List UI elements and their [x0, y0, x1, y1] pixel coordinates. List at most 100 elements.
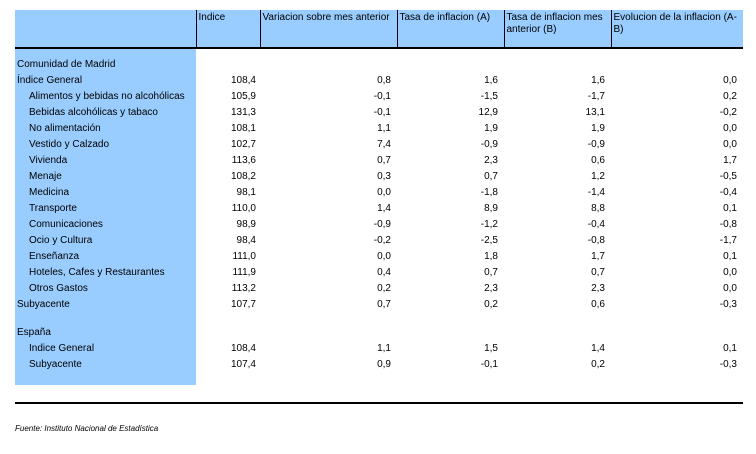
cell-tasa-a: -1,8: [480, 187, 498, 198]
cell-variacion: 7,4: [377, 139, 391, 150]
cell-evolucion: -0,4: [719, 187, 737, 198]
header-evolucion: Evolucion de la inflacion (A-B): [611, 10, 743, 49]
cell-indice: 108,4: [230, 75, 256, 86]
row-label: Alimentos y bebidas no alcohólicas: [15, 89, 196, 105]
row-label: Subyacente: [15, 357, 196, 373]
cell-indice: 98,9: [236, 219, 256, 230]
header-tasa-a: Tasa de inflacion (A): [397, 10, 505, 49]
table-row: Otros Gastos 113,2 0,2 2,3 2,3 0,0: [15, 281, 743, 297]
row-label: Medicina: [15, 185, 196, 201]
cell-evolucion: 0,0: [723, 283, 737, 294]
inflation-table-container: Indice Variacion sobre mes anterior Tasa…: [15, 10, 743, 385]
cell-variacion: 1,1: [377, 343, 391, 354]
bottom-rule: [15, 402, 743, 404]
cell-tasa-a: -2,5: [480, 235, 498, 246]
cell-variacion: -0,2: [373, 235, 391, 246]
cell-evolucion: -1,7: [719, 235, 737, 246]
cell-tasa-b: -1,7: [587, 91, 605, 102]
cell-tasa-a: 0,2: [484, 299, 498, 310]
cell-tasa-b: -1,4: [587, 187, 605, 198]
header-row: Indice Variacion sobre mes anterior Tasa…: [15, 10, 743, 49]
cell-indice: 102,7: [230, 139, 256, 150]
table-row: Transporte 110,0 1,4 8,9 8,8 0,1: [15, 201, 743, 217]
table-row: Vestido y Calzado 102,7 7,4 -0,9 -0,9 0,0: [15, 137, 743, 153]
cell-tasa-b: -0,9: [587, 139, 605, 150]
table-row: Subyacente 107,4 0,9 -0,1 0,2 -0,3: [15, 357, 743, 373]
cell-tasa-a: 1,8: [484, 251, 498, 262]
header-blank: [15, 10, 197, 49]
cell-variacion: 0,7: [377, 155, 391, 166]
cell-tasa-b: 8,8: [591, 203, 605, 214]
cell-variacion: 0,8: [377, 75, 391, 86]
cell-indice: 108,4: [230, 343, 256, 354]
row-label: Comunicaciones: [15, 217, 196, 233]
cell-indice: 113,6: [231, 155, 256, 166]
cell-indice: 105,9: [230, 91, 256, 102]
row-label: Hoteles, Cafes y Restaurantes: [15, 265, 196, 281]
table-row: Medicina 98,1 0,0 -1,8 -1,4 -0,4: [15, 185, 743, 201]
cell-tasa-b: 1,9: [591, 123, 605, 134]
row-label: Ocio y Cultura: [15, 233, 196, 249]
table-row: Indice General 108,4 1,1 1,5 1,4 0,1: [15, 341, 743, 357]
cell-tasa-a: 1,9: [484, 123, 498, 134]
cell-variacion: 0,9: [377, 359, 391, 370]
cell-evolucion: 0,2: [723, 91, 737, 102]
cell-tasa-b: 0,6: [591, 299, 605, 310]
cell-evolucion: 0,0: [723, 75, 737, 86]
spacer-row: [15, 373, 743, 385]
cell-tasa-b: 1,4: [591, 343, 605, 354]
table-row: Ocio y Cultura 98,4 -0,2 -2,5 -0,8 -1,7: [15, 233, 743, 249]
cell-tasa-a: 0,7: [484, 267, 498, 278]
spacer-row: [15, 48, 743, 57]
cell-tasa-a: -1,5: [480, 91, 498, 102]
row-label: Subyacente: [15, 297, 196, 313]
cell-tasa-a: 8,9: [484, 203, 498, 214]
table-row: Vivienda 113,6 0,7 2,3 0,6 1,7: [15, 153, 743, 169]
cell-indice: 111,0: [232, 251, 256, 262]
cell-evolucion: 1,7: [723, 155, 737, 166]
cell-evolucion: 0,1: [723, 251, 737, 262]
table-row: Comunicaciones 98,9 -0,9 -1,2 -0,4 -0,8: [15, 217, 743, 233]
row-label: Vivienda: [15, 153, 196, 169]
cell-tasa-a: 0,7: [484, 171, 498, 182]
spacer-row: [15, 313, 743, 325]
cell-indice: 110,0: [231, 203, 256, 214]
section-title-espana: España: [15, 325, 196, 341]
table-row: Alimentos y bebidas no alcohólicas 105,9 -…: [15, 89, 743, 105]
cell-tasa-a: -1,2: [480, 219, 498, 230]
inflation-table: Indice Variacion sobre mes anterior Tasa…: [15, 10, 743, 385]
table-row: No alimentación 108,1 1,1 1,9 1,9 0,0: [15, 121, 743, 137]
table-row: Bebidas alcohólicas y tabaco 131,3 -0,1 12,…: [15, 105, 743, 121]
cell-evolucion: -0,5: [719, 171, 737, 182]
cell-indice: 108,2: [230, 171, 256, 182]
row-label: Enseñanza: [15, 249, 196, 265]
cell-tasa-a: 1,6: [484, 75, 498, 86]
cell-evolucion: -0,8: [719, 219, 737, 230]
cell-variacion: 0,4: [377, 267, 391, 278]
row-label: Vestido y Calzado: [15, 137, 196, 153]
cell-evolucion: 0,0: [723, 139, 737, 150]
row-label: No alimentación: [15, 121, 196, 137]
cell-variacion: -0,1: [373, 107, 391, 118]
cell-tasa-a: 12,9: [478, 107, 498, 118]
cell-tasa-a: 2,3: [484, 283, 498, 294]
cell-evolucion: 0,0: [723, 267, 737, 278]
cell-indice: 98,1: [236, 187, 256, 198]
cell-variacion: 1,4: [377, 203, 391, 214]
cell-variacion: -0,9: [373, 219, 391, 230]
cell-indice: 98,4: [236, 235, 256, 246]
row-label: Menaje: [15, 169, 196, 185]
cell-variacion: -0,1: [373, 91, 391, 102]
cell-tasa-b: 13,1: [585, 107, 605, 118]
cell-evolucion: 0,1: [723, 203, 737, 214]
cell-tasa-b: 0,7: [591, 267, 605, 278]
cell-variacion: 0,3: [377, 171, 391, 182]
cell-tasa-a: -0,1: [480, 359, 498, 370]
cell-evolucion: 0,0: [723, 123, 737, 134]
cell-tasa-a: -0,9: [480, 139, 498, 150]
section-row-madrid: Comunidad de Madrid: [15, 57, 743, 73]
row-label: Indice General: [15, 341, 196, 357]
cell-tasa-b: 1,7: [591, 251, 605, 262]
cell-indice: 108,1: [230, 123, 256, 134]
row-label: Bebidas alcohólicas y tabaco: [15, 105, 196, 121]
